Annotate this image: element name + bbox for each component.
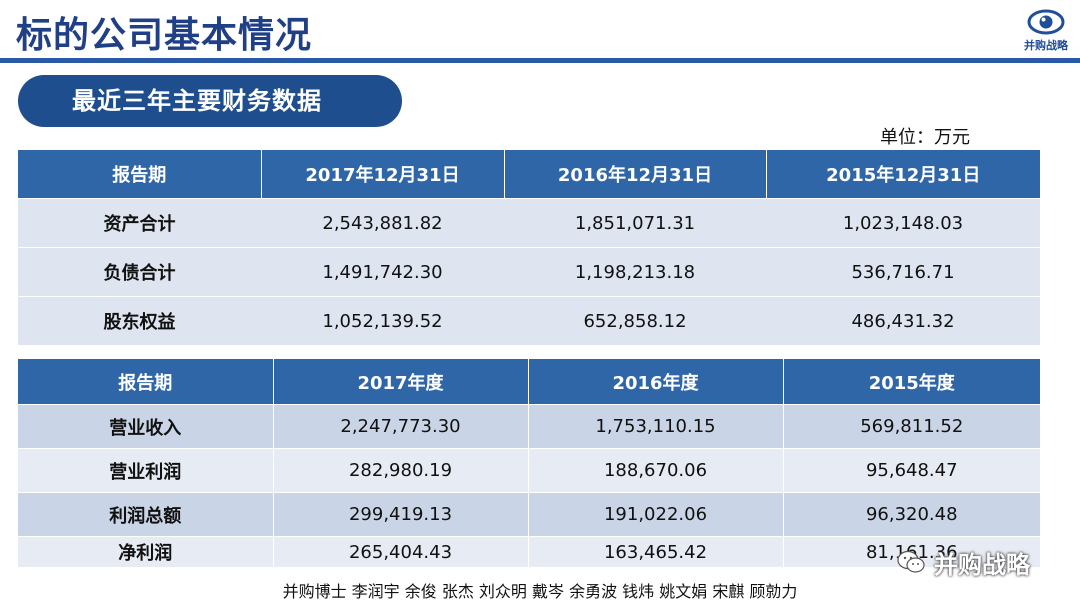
table-cell: 191,022.06	[527, 492, 783, 537]
table-cell: 96,320.48	[782, 492, 1040, 537]
row-label: 资产合计	[18, 198, 261, 248]
row-label: 营业利润	[18, 448, 273, 493]
logo-text: 并购战略	[1024, 39, 1068, 52]
column-header: 2016年度	[527, 359, 783, 405]
table-row: 利润总额 299,419.13 191,022.06 96,320.48	[18, 492, 1040, 537]
header-rule	[0, 58, 1080, 63]
table-row: 营业收入 2,247,773.30 1,753,110.15 569,811.5…	[18, 404, 1040, 449]
balance-sheet-table: 报告期 2017年12月31日 2016年12月31日 2015年12月31日 …	[18, 150, 1040, 345]
table-cell: 95,648.47	[782, 448, 1040, 493]
page-title: 标的公司基本情况	[16, 15, 313, 56]
column-header: 2015年度	[782, 359, 1040, 405]
table-cell: 282,980.19	[272, 448, 528, 493]
eye-icon	[1027, 9, 1065, 35]
row-label: 净利润	[18, 536, 273, 567]
row-label: 利润总额	[18, 492, 273, 537]
column-header: 报告期	[18, 150, 261, 199]
table-cell: 163,465.42	[527, 536, 783, 567]
table-cell: 652,858.12	[504, 296, 766, 345]
column-header: 2017年度	[272, 359, 528, 405]
table-cell: 569,811.52	[782, 404, 1040, 449]
table-cell: 2,543,881.82	[261, 198, 504, 248]
table-cell: 536,716.71	[766, 247, 1040, 297]
unit-label: 单位：万元	[880, 127, 970, 148]
table-cell: 188,670.06	[527, 448, 783, 493]
table-cell: 1,851,071.31	[504, 198, 766, 248]
table-cell: 1,023,148.03	[766, 198, 1040, 248]
table-cell: 2,247,773.30	[272, 404, 528, 449]
column-header: 报告期	[18, 359, 273, 405]
table-cell: 299,419.13	[272, 492, 528, 537]
column-header: 2015年12月31日	[765, 150, 1040, 199]
table-row: 股东权益 1,052,139.52 652,858.12 486,431.32	[18, 296, 1040, 345]
section-label: 最近三年主要财务数据	[18, 75, 402, 127]
table-row: 营业利润 282,980.19 188,670.06 95,648.47	[18, 448, 1040, 493]
watermark: 并购战略	[896, 546, 1030, 579]
table-header-row: 报告期 2017年度 2016年度 2015年度	[18, 359, 1040, 405]
table-cell: 1,198,213.18	[504, 247, 766, 297]
table-cell: 1,052,139.52	[261, 296, 504, 345]
table-row: 负债合计 1,491,742.30 1,198,213.18 536,716.7…	[18, 247, 1040, 297]
author-credits: 并购博士 李润宇 余俊 张杰 刘众明 戴岑 余勇波 钱炜 姚文娟 宋麒 顾勍力	[282, 582, 798, 601]
row-label: 营业收入	[18, 404, 273, 449]
table-cell: 1,753,110.15	[527, 404, 783, 449]
table-row: 净利润 265,404.43 163,465.42 81,161.36	[18, 536, 1040, 567]
wechat-icon	[897, 550, 925, 573]
table-cell: 265,404.43	[272, 536, 528, 567]
table-cell: 486,431.32	[766, 296, 1040, 345]
row-label: 股东权益	[18, 296, 261, 345]
table-row: 资产合计 2,543,881.82 1,851,071.31 1,023,148…	[18, 198, 1040, 248]
income-statement-table: 报告期 2017年度 2016年度 2015年度 营业收入 2,247,773.…	[18, 359, 1040, 567]
column-header: 2017年12月31日	[260, 150, 504, 199]
row-label: 负债合计	[18, 247, 261, 297]
watermark-text: 并购战略	[934, 550, 1030, 579]
brand-logo: 并购战略	[1016, 8, 1076, 64]
table-header-row: 报告期 2017年12月31日 2016年12月31日 2015年12月31日	[18, 150, 1040, 199]
table-cell: 1,491,742.30	[261, 247, 504, 297]
column-header: 2016年12月31日	[503, 150, 766, 199]
